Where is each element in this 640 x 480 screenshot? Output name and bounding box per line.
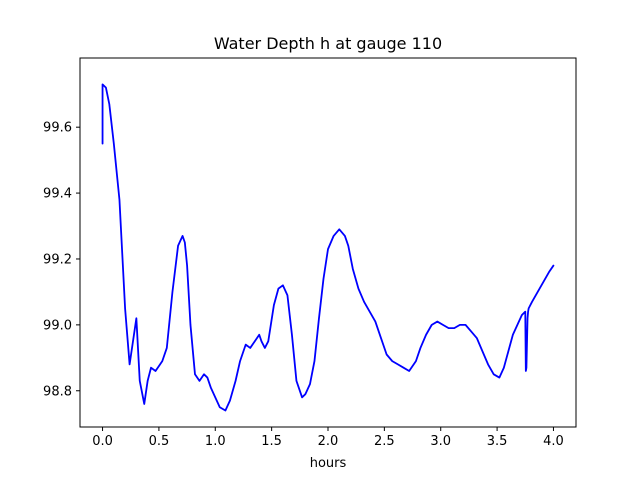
x-tick-label: 2.0 xyxy=(318,434,339,449)
plot-area xyxy=(80,58,576,427)
y-tick-label: 99.2 xyxy=(43,252,72,267)
y-tick-label: 98.8 xyxy=(43,384,72,399)
x-tick-label: 3.0 xyxy=(430,434,451,449)
x-tick-label: 0.0 xyxy=(92,434,113,449)
y-tick-label: 99.0 xyxy=(43,318,72,333)
y-axis-ticks: 98.8 99.0 99.2 99.4 99.6 xyxy=(43,121,80,399)
series-layer xyxy=(101,83,555,412)
x-tick-label: 0.5 xyxy=(149,434,170,449)
x-tick-label: 3.5 xyxy=(487,434,508,449)
x-axis-label: hours xyxy=(310,456,347,471)
x-tick-label: 1.5 xyxy=(261,434,282,449)
series-line xyxy=(101,83,555,412)
x-tick-label: 1.0 xyxy=(205,434,226,449)
chart-title: Water Depth h at gauge 110 xyxy=(214,34,442,53)
x-axis-ticks: 0.0 0.5 1.0 1.5 2.0 2.5 3.0 3.5 4.0 xyxy=(92,427,564,449)
plot-frame xyxy=(79,57,577,428)
x-tick-label: 2.5 xyxy=(374,434,395,449)
y-tick-label: 99.4 xyxy=(43,187,72,202)
y-tick-label: 99.6 xyxy=(43,121,72,136)
x-tick-label: 4.0 xyxy=(543,434,564,449)
